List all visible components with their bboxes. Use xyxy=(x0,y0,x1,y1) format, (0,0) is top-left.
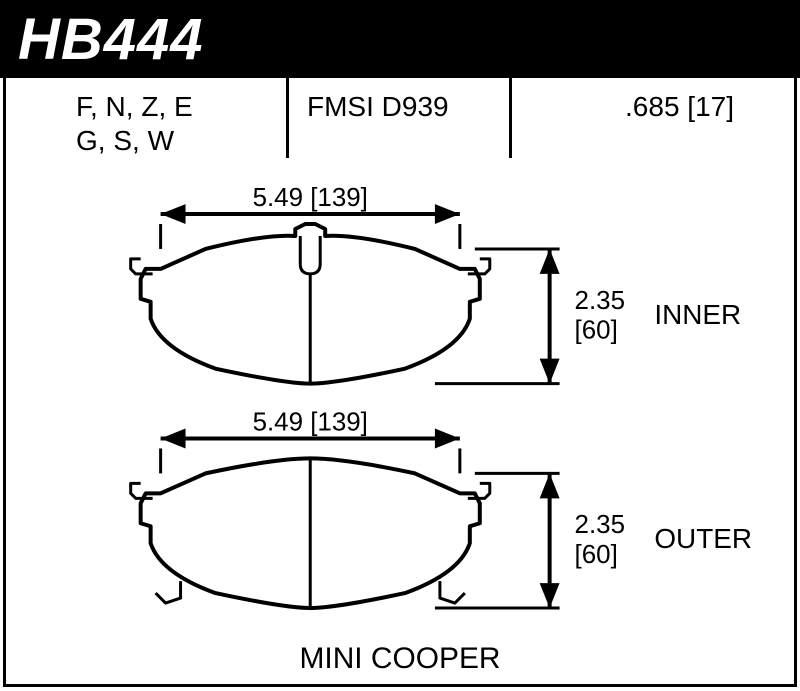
brake-pad-diagram: 5.49 [139] 2. xyxy=(6,173,794,684)
outer-pad-shape xyxy=(131,458,490,608)
thickness-column: .685 [17] xyxy=(625,90,754,124)
inner-pad-shape xyxy=(131,224,490,384)
diagram-area: 5.49 [139] 2. xyxy=(6,173,794,684)
header-bar: HB444 xyxy=(0,0,800,78)
outer-side-label: OUTER xyxy=(654,523,752,554)
outer-height-dimension: 2.35 [60] OUTER xyxy=(435,473,752,608)
inner-height-top: 2.35 xyxy=(575,287,625,315)
fmsi-column: FMSI D939 xyxy=(289,90,509,124)
compounds-line2: G, S, W xyxy=(76,124,286,158)
thickness-value: .685 [17] xyxy=(625,90,734,124)
content-frame: F, N, Z, E G, S, W FMSI D939 .685 [17] 5… xyxy=(3,78,797,687)
inner-height-dimension: 2.35 [60] INNER xyxy=(435,249,741,384)
compounds-line1: F, N, Z, E xyxy=(76,90,286,124)
separator-2 xyxy=(509,78,512,158)
inner-height-bottom: [60] xyxy=(575,317,618,345)
outer-width-label: 5.49 [139] xyxy=(253,408,368,436)
outer-height-top: 2.35 xyxy=(575,511,625,539)
outer-height-bottom: [60] xyxy=(575,541,618,569)
info-row: F, N, Z, E G, S, W FMSI D939 .685 [17] xyxy=(6,78,794,173)
vehicle-label: MINI COOPER xyxy=(299,642,500,675)
compounds-column: F, N, Z, E G, S, W xyxy=(76,90,286,157)
fmsi-code: FMSI D939 xyxy=(307,90,509,124)
inner-width-label: 5.49 [139] xyxy=(253,184,368,212)
inner-side-label: INNER xyxy=(654,299,741,330)
part-number: HB444 xyxy=(18,6,204,73)
